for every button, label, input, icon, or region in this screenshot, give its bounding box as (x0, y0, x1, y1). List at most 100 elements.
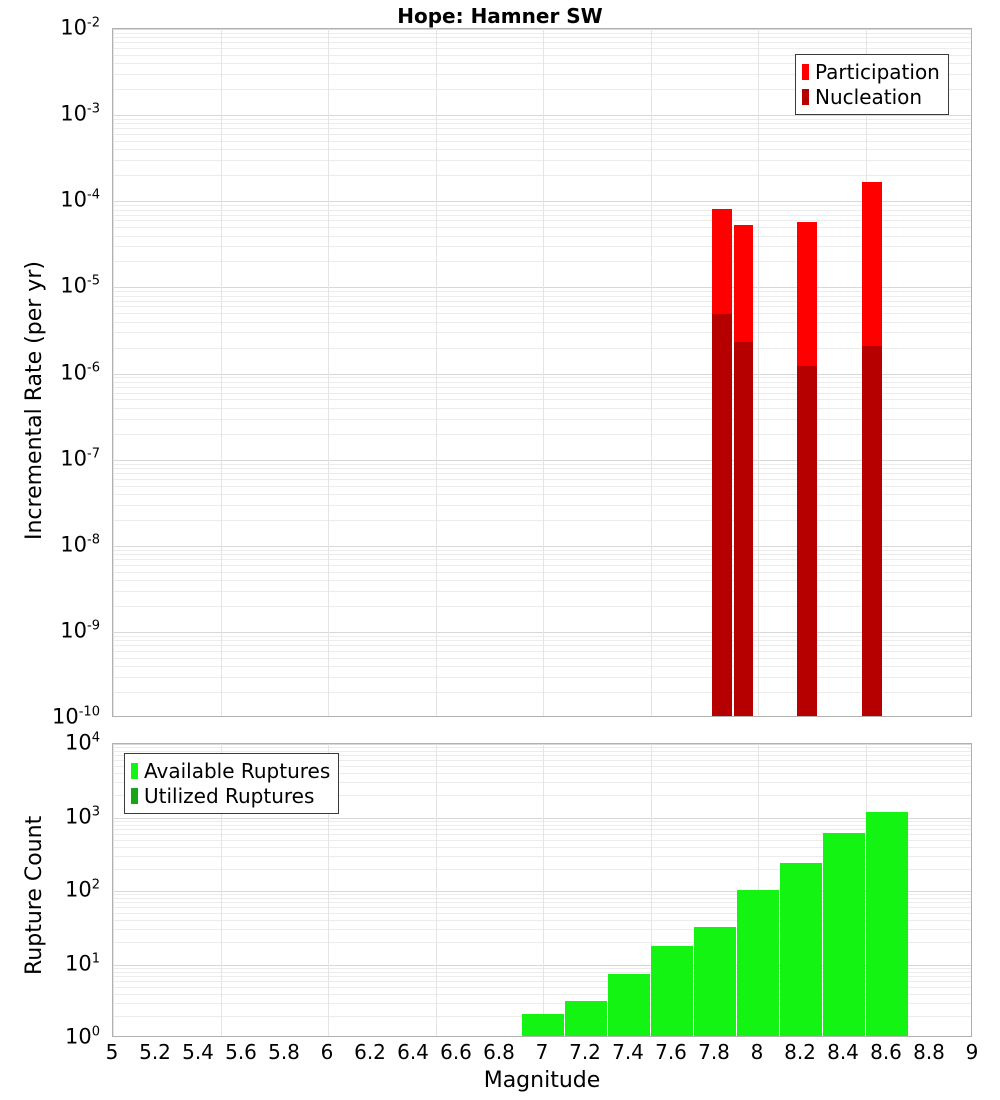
gridline-horizontal (113, 994, 971, 995)
rupture-count-bar (866, 744, 908, 1036)
available-ruptures-segment (608, 973, 650, 1036)
gridline-horizontal (113, 128, 971, 129)
x-axis-tick-label: 6.6 (440, 1040, 472, 1064)
gridline-vertical (221, 29, 222, 716)
rupture-count-bar (694, 744, 736, 1036)
y-axis-tick-label: 10-3 (60, 103, 108, 125)
x-axis-tick-label: 8.4 (827, 1040, 859, 1064)
gridline-horizontal (113, 399, 971, 400)
bottom-panel-bars (113, 744, 971, 1036)
y-axis-tick-label: 101 (64, 951, 108, 975)
gridline-horizontal (113, 821, 971, 822)
y-axis-tick-label: 102 (64, 877, 108, 902)
x-axis-tick-label: 7.4 (612, 1040, 644, 1064)
gridline-horizontal (113, 972, 971, 973)
gridline-horizontal (113, 115, 971, 116)
y-axis-tick-label: 10-5 (60, 273, 108, 297)
gridline-horizontal (113, 651, 971, 652)
gridline-horizontal (113, 348, 971, 349)
gridline-vertical (651, 29, 652, 716)
gridline-horizontal (113, 666, 971, 667)
y-tick-mantissa: 10 (64, 951, 92, 975)
gridline-horizontal (113, 632, 971, 633)
rate-bar (862, 29, 882, 716)
gridline-horizontal (113, 840, 971, 841)
x-axis-tick-label: 8.6 (870, 1040, 902, 1064)
gridline-horizontal (113, 322, 971, 323)
y-tick-mantissa: 10 (60, 187, 88, 212)
gridline-vertical (651, 744, 652, 1036)
y-axis-tick-label: 10-7 (60, 447, 108, 469)
y-tick-mantissa: 10 (64, 877, 92, 902)
available-ruptures-segment (565, 1000, 607, 1036)
gridline-horizontal (113, 210, 971, 211)
gridline-horizontal (113, 301, 971, 302)
gridline-horizontal (113, 891, 971, 892)
bottom-legend-item[interactable]: Available Ruptures (131, 758, 330, 783)
x-axis-title: Magnitude (483, 1068, 601, 1093)
gridline-horizontal (113, 215, 971, 216)
gridline-vertical (113, 29, 114, 716)
bottom-legend-item[interactable]: Utilized Ruptures (131, 783, 330, 808)
gridline-horizontal (113, 913, 971, 914)
gridline-horizontal (113, 968, 971, 969)
x-axis-tick-label: 5.6 (225, 1040, 257, 1064)
gridline-horizontal (113, 134, 971, 135)
top-panel-gridlines (113, 29, 971, 716)
top-legend-item[interactable]: Participation (802, 59, 940, 84)
gridline-horizontal (113, 825, 971, 826)
gridline-horizontal (113, 920, 971, 921)
gridline-horizontal (113, 902, 971, 903)
legend-color-swatch-icon (802, 63, 809, 80)
gridline-horizontal (113, 546, 971, 547)
gridline-horizontal (113, 393, 971, 394)
rupture-count-bar (737, 744, 779, 1036)
available-ruptures-segment (737, 889, 779, 1036)
rupture-count-bar (780, 744, 822, 1036)
available-ruptures-segment (780, 863, 822, 1036)
rate-bar (712, 29, 732, 716)
x-axis-tick-label: 5.2 (139, 1040, 171, 1064)
gridline-horizontal (113, 246, 971, 247)
gridline-horizontal (113, 261, 971, 262)
y-tick-exponent: -5 (87, 273, 100, 289)
gridline-horizontal (113, 606, 971, 607)
gridline-horizontal (113, 220, 971, 221)
x-axis-tick-label: 8 (750, 1040, 764, 1064)
nucleation-bar-segment (797, 366, 817, 716)
rupture-count-bar (823, 744, 865, 1036)
available-ruptures-segment (823, 833, 865, 1036)
x-axis-tick-label: 6 (320, 1040, 334, 1064)
gridline-horizontal (113, 313, 971, 314)
gridline-horizontal (113, 965, 971, 966)
gridline-horizontal (113, 419, 971, 420)
y-tick-exponent: -8 (87, 532, 100, 548)
gridline-horizontal (113, 755, 971, 756)
available-ruptures-segment (651, 945, 693, 1036)
x-axis-tick-label: 7.8 (698, 1040, 730, 1064)
gridline-horizontal (113, 987, 971, 988)
gridline-horizontal (113, 460, 971, 461)
gridline-horizontal (113, 894, 971, 895)
gridline-horizontal (113, 382, 971, 383)
gridline-horizontal (113, 123, 971, 124)
rupture-count-bar (436, 744, 478, 1036)
gridline-vertical (436, 29, 437, 716)
gridline-horizontal (113, 175, 971, 176)
y-axis-tick-label: 104 (65, 731, 108, 754)
gridline-horizontal (113, 89, 971, 90)
x-axis-tick-label: 8.8 (913, 1040, 945, 1064)
y-tick-exponent: 0 (91, 1024, 100, 1040)
gridline-horizontal (113, 74, 971, 75)
x-axis-tick-label: 5 (105, 1040, 119, 1064)
y-tick-mantissa: 10 (60, 618, 88, 643)
gridline-horizontal (113, 751, 971, 752)
rupture-count-bar (651, 744, 693, 1036)
y-tick-exponent: 1 (91, 951, 100, 966)
y-axis-tick-label: 10-6 (60, 361, 108, 383)
top-legend-item[interactable]: Nucleation (802, 84, 940, 109)
gridline-horizontal (113, 160, 971, 161)
gridline-horizontal (113, 37, 971, 38)
y-axis-tick-label: 10-10 (52, 705, 108, 728)
gridline-horizontal (113, 869, 971, 870)
